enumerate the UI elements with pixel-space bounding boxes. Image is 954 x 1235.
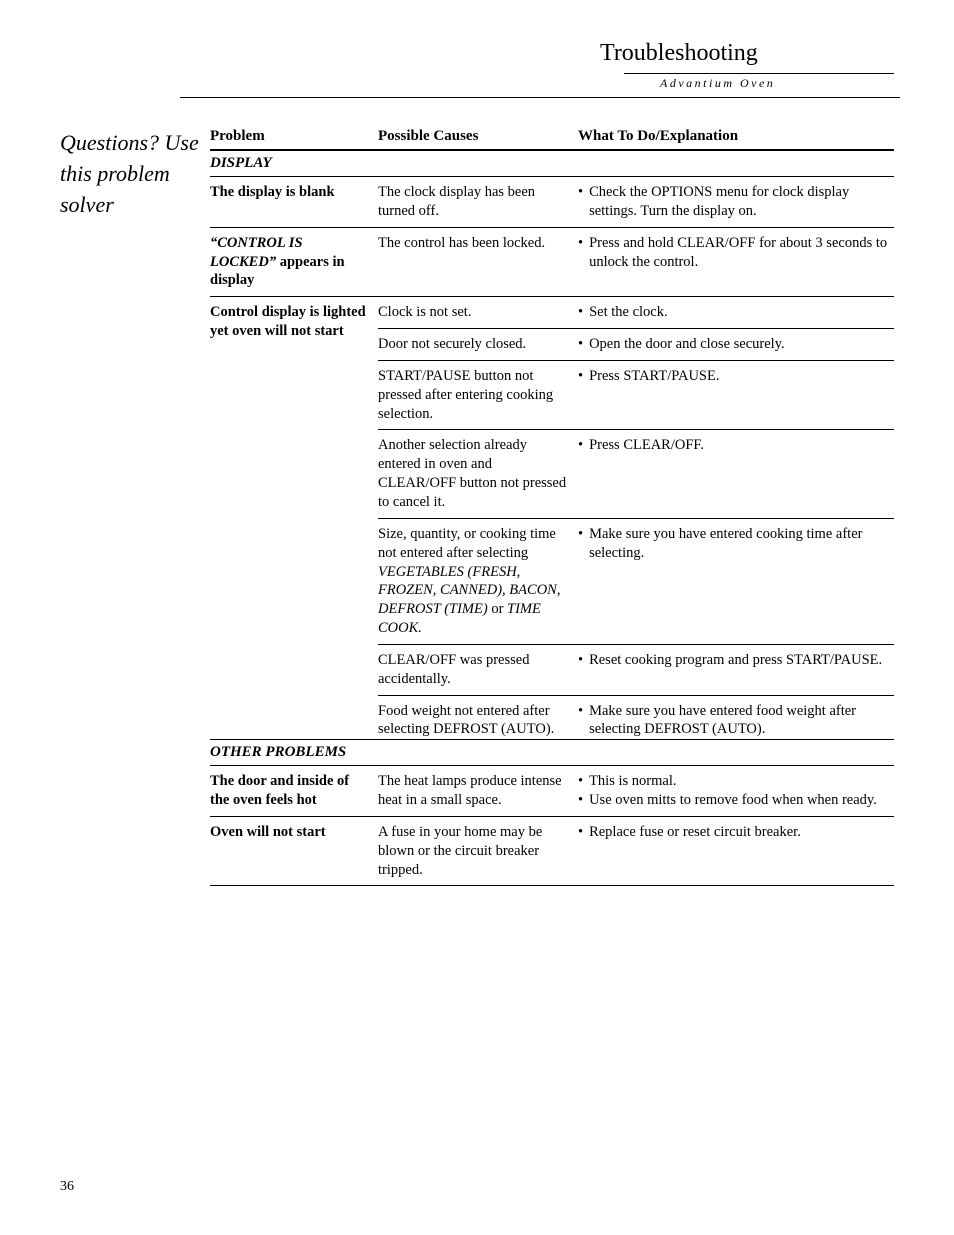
lighted-r2: Door not securely closed. • Open the doo…: [378, 329, 894, 361]
col-header-cause: Possible Causes: [378, 128, 578, 145]
lighted-r3: START/PAUSE button not pressed after ent…: [378, 361, 894, 431]
row-control-locked: “CONTROL IS LOCKED” appears in display T…: [210, 228, 894, 298]
col-header-fix: What To Do/Explanation: [578, 128, 894, 145]
section-other: OTHER PROBLEMS: [210, 740, 894, 766]
bullet-icon: •: [578, 303, 583, 322]
problem-hot: The door and inside of the oven feels ho…: [210, 772, 378, 810]
lighted-r4: Another selection already entered in ove…: [378, 430, 894, 518]
cause-locked: The control has been locked.: [378, 234, 578, 291]
fix-nostart: • Replace fuse or reset circuit breaker.: [578, 823, 894, 880]
fix-hot-1: • This is normal.: [578, 772, 894, 791]
bullet-icon: •: [578, 791, 583, 810]
col-header-problem: Problem: [210, 128, 378, 145]
problem-locked: “CONTROL IS LOCKED” appears in display: [210, 234, 378, 291]
cause-size: Size, quantity, or cooking time not ente…: [378, 525, 578, 638]
table-header-row: Problem Possible Causes What To Do/Expla…: [210, 128, 894, 151]
bullet-icon: •: [578, 234, 583, 291]
bullet-icon: •: [578, 525, 583, 638]
sidebar-text: Questions? Use this problem solver: [60, 128, 200, 220]
fix-weight: • Make sure you have entered food weight…: [578, 702, 894, 740]
title-underline: [624, 73, 894, 74]
fix-size: • Make sure you have entered cooking tim…: [578, 525, 894, 638]
fix-locked: • Press and hold CLEAR/OFF for about 3 s…: [578, 234, 894, 291]
lighted-r6: CLEAR/OFF was pressed accidentally. • Re…: [378, 645, 894, 696]
troubleshooting-table: Problem Possible Causes What To Do/Expla…: [210, 128, 894, 886]
bullet-icon: •: [578, 651, 583, 689]
bullet-icon: •: [578, 436, 583, 511]
header: Troubleshooting Advantium Oven: [600, 40, 894, 91]
fix-blank: • Check the OPTIONS menu for clock displ…: [578, 183, 894, 221]
row-lighted-group: Control display is lighted yet oven will…: [210, 297, 894, 740]
bullet-icon: •: [578, 702, 583, 740]
lighted-r7: Food weight not entered after selecting …: [378, 696, 894, 740]
fix-clock: • Set the clock.: [578, 303, 894, 322]
section-display: DISPLAY: [210, 151, 894, 177]
bullet-icon: •: [578, 183, 583, 221]
cause-weight: Food weight not entered after selecting …: [378, 702, 578, 740]
bullet-icon: •: [578, 772, 583, 791]
subtitle: Advantium Oven: [660, 76, 894, 91]
bullet-icon: •: [578, 823, 583, 880]
cause-blank: The clock display has been turned off.: [378, 183, 578, 221]
bullet-icon: •: [578, 335, 583, 354]
cause-clock: Clock is not set.: [378, 303, 578, 322]
lighted-r5: Size, quantity, or cooking time not ente…: [378, 519, 894, 645]
cause-startpause: START/PAUSE button not pressed after ent…: [378, 367, 578, 424]
problem-lighted: Control display is lighted yet oven will…: [210, 303, 378, 739]
bullet-icon: •: [578, 367, 583, 424]
lighted-subrows: Clock is not set. • Set the clock. Door …: [378, 303, 894, 739]
section-display-label: DISPLAY: [210, 155, 272, 172]
row-nostart: Oven will not start A fuse in your home …: [210, 817, 894, 887]
row-blank-display: The display is blank The clock display h…: [210, 177, 894, 228]
cause-door: Door not securely closed.: [378, 335, 578, 354]
lighted-r1: Clock is not set. • Set the clock.: [378, 303, 894, 329]
cause-nostart: A fuse in your home may be blown or the …: [378, 823, 578, 880]
fix-another: • Press CLEAR/OFF.: [578, 436, 894, 511]
header-rule: [180, 97, 900, 98]
fix-clearoff: • Reset cooking program and press START/…: [578, 651, 894, 689]
row-hot: The door and inside of the oven feels ho…: [210, 766, 894, 817]
fix-hot-2: • Use oven mitts to remove food when whe…: [578, 791, 894, 810]
page-title: Troubleshooting: [600, 40, 894, 67]
section-other-label: OTHER PROBLEMS: [210, 744, 346, 761]
sidebar: Questions? Use this problem solver: [60, 128, 210, 886]
fix-startpause: • Press START/PAUSE.: [578, 367, 894, 424]
problem-nostart: Oven will not start: [210, 823, 378, 880]
cause-clearoff: CLEAR/OFF was pressed accidentally.: [378, 651, 578, 689]
page-number: 36: [60, 1179, 74, 1195]
content-area: Questions? Use this problem solver Probl…: [60, 128, 894, 886]
fix-door: • Open the door and close securely.: [578, 335, 894, 354]
problem-blank: The display is blank: [210, 183, 378, 221]
fix-hot: • This is normal. • Use oven mitts to re…: [578, 772, 894, 810]
cause-hot: The heat lamps produce intense heat in a…: [378, 772, 578, 810]
cause-another: Another selection already entered in ove…: [378, 436, 578, 511]
